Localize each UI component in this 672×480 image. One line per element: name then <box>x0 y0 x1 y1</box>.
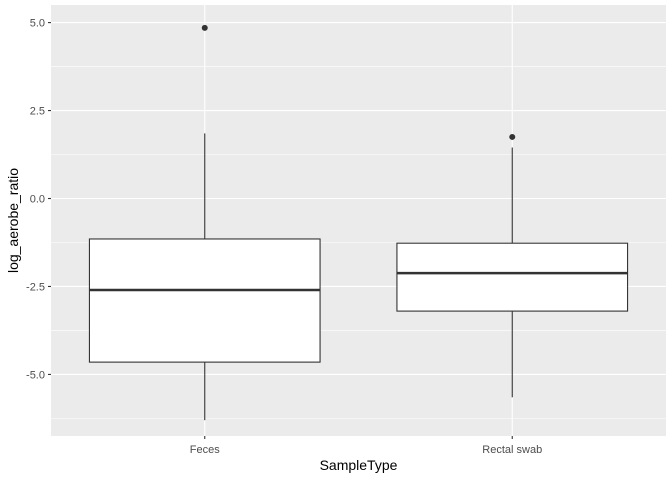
y-tick-label: 2.5 <box>30 106 45 118</box>
outlier-point <box>509 133 516 140</box>
box-rectal-swab <box>396 133 629 398</box>
x-tick-label: Feces <box>190 444 220 456</box>
x-tick-label: Rectal swab <box>482 444 542 456</box>
y-tick-label: -2.5 <box>26 281 45 293</box>
box-feces <box>88 24 321 421</box>
y-tick-label: 5.0 <box>30 18 45 30</box>
x-axis-ticks: Feces Rectal swab <box>190 436 542 456</box>
box-iqr <box>396 242 629 312</box>
y-tick-label: -5.0 <box>26 369 45 381</box>
y-axis-ticks: 5.0 2.5 0.0 -2.5 -5.0 <box>26 18 51 381</box>
x-axis-title: SampleType <box>320 457 398 473</box>
box-group <box>88 24 629 421</box>
y-axis-title: log_aerobe_ratio <box>5 168 21 273</box>
outlier-point <box>201 24 208 31</box>
y-tick-label: 0.0 <box>30 194 45 206</box>
plot-panel <box>51 5 666 436</box>
box-iqr <box>88 238 321 363</box>
